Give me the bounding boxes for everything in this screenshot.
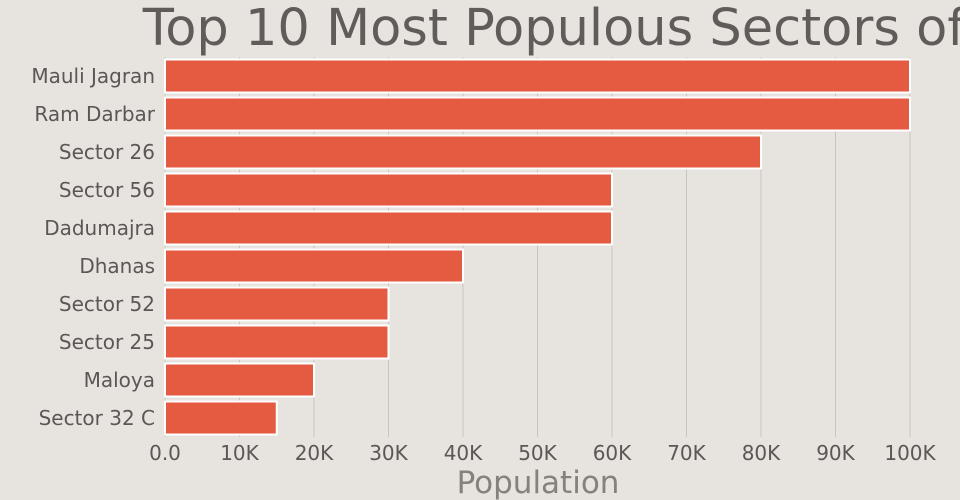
category-labels: Mauli Jagran Ram Darbar Sector 26 Sector 56… — [31, 64, 155, 430]
bar — [164, 362, 315, 398]
category-label: Dhanas — [79, 254, 155, 278]
category-label: Sector 25 — [59, 330, 155, 354]
x-tick-label: 60K — [593, 441, 632, 465]
category-label: Sector 56 — [59, 178, 155, 202]
bar — [164, 58, 911, 94]
chart-title: Top 10 Most Populous Sectors of — [142, 0, 960, 58]
bar — [164, 286, 390, 322]
bar — [164, 96, 911, 132]
category-label: Dadumajra — [44, 216, 155, 240]
x-tick-label: 70K — [667, 441, 706, 465]
category-label: Maloya — [84, 368, 155, 392]
x-tick-label: 20K — [295, 441, 334, 465]
bar — [164, 210, 613, 246]
x-tick-label: 0.0 — [149, 441, 181, 465]
x-tick-label: 40K — [444, 441, 483, 465]
bar — [164, 248, 464, 284]
x-axis-ticks: 0.0 10K 20K 30K 40K 50K 60K 70K 80K 90K 100K — [149, 441, 936, 465]
bar — [164, 324, 390, 360]
x-tick-label: 10K — [220, 441, 259, 465]
x-tick-label: 100K — [884, 441, 936, 465]
category-label: Sector 52 — [59, 292, 155, 316]
bar — [164, 172, 613, 208]
x-tick-label: 90K — [816, 441, 855, 465]
category-label: Sector 32 C — [39, 406, 155, 430]
category-label: Ram Darbar — [34, 102, 155, 126]
x-tick-label: 80K — [742, 441, 781, 465]
x-tick-label: 50K — [518, 441, 557, 465]
bar — [164, 134, 762, 170]
bars — [164, 58, 911, 436]
category-label: Mauli Jagran — [31, 64, 155, 88]
x-tick-label: 30K — [369, 441, 408, 465]
category-label: Sector 26 — [59, 140, 155, 164]
x-axis-title: Population — [457, 465, 620, 500]
bar — [164, 400, 278, 436]
